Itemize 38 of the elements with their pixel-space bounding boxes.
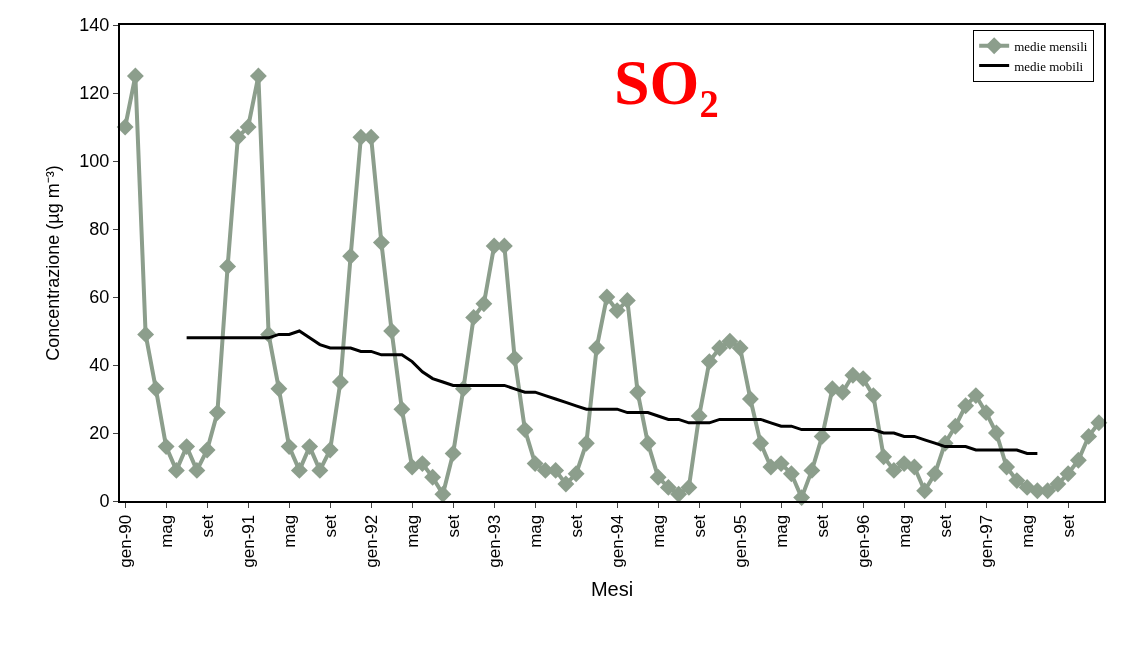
- y-tick-label: 0: [99, 491, 110, 512]
- y-tick-label: 20: [89, 423, 110, 444]
- x-tick-label: mag: [894, 514, 914, 548]
- x-tick-label: set: [443, 514, 463, 538]
- x-tick-label: mag: [1017, 514, 1037, 548]
- y-tick-label: 60: [89, 287, 110, 308]
- x-tick-label: set: [935, 514, 955, 538]
- x-axis-title: Mesi: [590, 577, 634, 600]
- x-tick-label: gen-95: [730, 514, 750, 568]
- y-tick-label: 140: [79, 15, 110, 36]
- y-tick-label: 40: [89, 355, 110, 376]
- x-tick-label: set: [197, 514, 217, 538]
- x-tick-label: mag: [156, 514, 176, 548]
- x-tick-label: gen-96: [853, 514, 873, 568]
- y-tick-label: 120: [79, 83, 110, 104]
- x-tick-label: set: [320, 514, 340, 538]
- x-tick-label: mag: [771, 514, 791, 548]
- x-tick-label: gen-92: [361, 514, 381, 568]
- x-tick-label: mag: [402, 514, 422, 548]
- x-tick-label: mag: [525, 514, 545, 548]
- legend-label: medie mobili: [1014, 58, 1084, 74]
- x-tick-label: mag: [648, 514, 668, 548]
- line-series: [185, 329, 1039, 455]
- x-tick-label: set: [1058, 514, 1078, 538]
- y-tick-label: 100: [79, 151, 110, 172]
- y-tick-label: 80: [89, 219, 110, 240]
- x-tick-label: mag: [279, 514, 299, 548]
- x-tick-label: set: [566, 514, 586, 538]
- x-tick-label: set: [812, 514, 832, 538]
- x-tick-label: gen-97: [976, 514, 996, 568]
- legend-label: medie mensili: [1014, 38, 1088, 54]
- x-tick-label: gen-90: [115, 514, 135, 568]
- chart-title: SO₂: [614, 47, 719, 118]
- x-tick-label: gen-93: [484, 514, 504, 568]
- y-axis-title: Concentrazione (µg m⁻³): [43, 165, 64, 361]
- x-tick-label: gen-91: [238, 514, 258, 568]
- x-tick-label: set: [689, 514, 709, 538]
- x-tick-label: gen-94: [607, 514, 627, 568]
